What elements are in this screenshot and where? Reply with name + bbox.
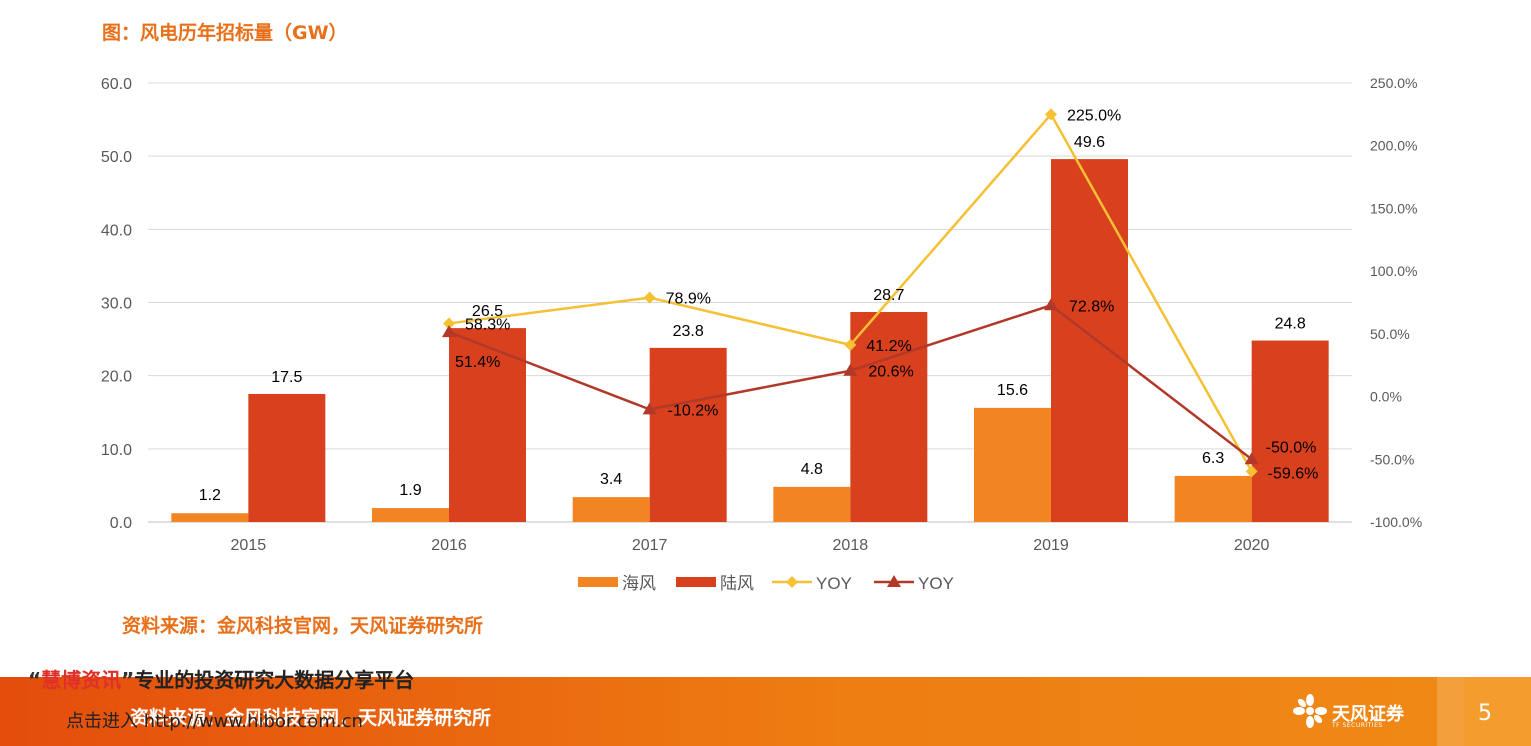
watermark-text: 专业的投资研究大数据分享平台 (134, 668, 415, 692)
axes: 0.0 10.0 20.0 30.0 40.0 50.0 60.0 -100.0% -50.0%… (101, 75, 1422, 554)
watermark: “慧博资讯”专业的投资研究大数据分享平台 (28, 664, 414, 693)
y-left-tick-label: 40.0 (101, 222, 132, 239)
bar-onshore (248, 393, 326, 522)
bar-label-offshore: 1.2 (199, 487, 221, 504)
bar-label-onshore: 17.5 (271, 369, 302, 386)
marker-diamond (1245, 465, 1258, 478)
x-tick-label: 2015 (231, 537, 267, 554)
legend-swatch (578, 577, 618, 587)
y-right-tick-label: 100.0% (1370, 263, 1417, 279)
line-label-diamond: 41.2% (866, 338, 911, 355)
line-label-diamond: 78.9% (666, 291, 711, 308)
marker-triangle (442, 325, 456, 338)
page-number: 5 (1478, 701, 1492, 726)
y-right-tick-label: 250.0% (1370, 75, 1417, 91)
legend-marker (887, 575, 901, 587)
y-left-tick-label: 30.0 (101, 296, 132, 313)
watermark-close-quote: ” (121, 668, 135, 692)
bar-offshore (974, 407, 1051, 522)
y-right-tick-label: -100.0% (1370, 514, 1422, 530)
bar-label-onshore: 23.8 (673, 323, 704, 340)
bar-offshore (372, 508, 449, 522)
bar-offshore (773, 486, 851, 522)
legend-label: YOY (816, 574, 852, 593)
bar-label-offshore: 6.3 (1202, 450, 1224, 467)
legend-label: 海风 (622, 574, 656, 593)
x-tick-label: 2016 (431, 537, 467, 554)
marker-diamond (643, 291, 656, 304)
legend-marker (786, 576, 798, 588)
bar-offshore (572, 497, 650, 522)
y-left-tick-label: 10.0 (101, 442, 132, 459)
legend: 海风 陆风 YOY YOY (578, 574, 954, 593)
marker-triangle (642, 402, 657, 415)
y-right-tick-label: 200.0% (1370, 138, 1417, 154)
legend-label: YOY (918, 574, 954, 593)
bar-label-offshore: 3.4 (600, 471, 622, 488)
marker-diamond (443, 317, 455, 330)
bar-offshore (171, 513, 249, 522)
footer-bar (0, 677, 1531, 746)
y-right-tick-label: -50.0% (1370, 451, 1414, 467)
marker-triangle (843, 363, 858, 376)
bar-onshore (649, 347, 727, 522)
marker-diamond (1045, 108, 1057, 121)
data-labels: 1.2 17.5 1.9 26.5 3.4 23.8 4.8 28.7 15.6 49.6 6.3 2… (199, 107, 1319, 504)
logo-subtext: TF SECURITIES (1332, 722, 1383, 729)
bar-onshore (1251, 340, 1329, 522)
watermark-brand[interactable]: 慧博资讯 (41, 668, 122, 692)
marker-triangle (1244, 452, 1259, 465)
bar-label-onshore: 49.6 (1074, 134, 1105, 151)
bars (171, 159, 1329, 523)
x-tick-label: 2020 (1234, 537, 1270, 554)
line-label-diamond: -59.6% (1268, 465, 1319, 482)
y-right-tick-label: 50.0% (1370, 326, 1410, 342)
y-left-tick-label: 0.0 (110, 515, 132, 532)
bar-onshore (850, 312, 928, 522)
bar-label-offshore: 4.8 (801, 461, 823, 478)
grid-lines (148, 82, 1352, 523)
chart-area: 1.2 17.5 1.9 26.5 3.4 23.8 4.8 28.7 15.6 49.6 6.3 2… (101, 75, 1422, 593)
y-left-tick-label: 50.0 (101, 149, 132, 166)
x-tick-label: 2018 (833, 537, 869, 554)
bar-offshore (1174, 475, 1252, 522)
footer-source: 资料来源：金风科技官网，天风证券研究所 (130, 707, 492, 729)
logo-text: 天风证券 (1332, 704, 1404, 725)
bar-label-offshore: 1.9 (399, 482, 421, 499)
y-left-tick-label: 20.0 (101, 369, 132, 386)
line-label-diamond: 225.0% (1067, 107, 1121, 124)
line-label-triangle: 51.4% (455, 354, 500, 371)
company-logo: 天风证券 TF SECURITIES (1292, 693, 1422, 733)
footer-link[interactable]: 点击进入 http://www.hibor.com.cn (66, 711, 363, 732)
flower-logo-icon (1293, 694, 1327, 728)
page-number-box-inner (1464, 677, 1531, 746)
bar-label-offshore: 15.6 (997, 382, 1028, 399)
bar-label-onshore: 28.7 (873, 287, 904, 304)
line-label-triangle: 20.6% (868, 364, 913, 381)
source-note: 资料来源：金风科技官网，天风证券研究所 (122, 615, 484, 637)
x-tick-label: 2017 (632, 537, 668, 554)
y-right-tick-label: 150.0% (1370, 200, 1417, 216)
marker-diamond (844, 338, 857, 351)
bar-label-onshore: 24.8 (1275, 316, 1306, 333)
legend-swatch (676, 577, 716, 587)
y-right-tick-label: 0.0% (1370, 389, 1402, 405)
line-label-diamond: 58.3% (465, 316, 510, 333)
line-label-triangle: -10.2% (668, 402, 719, 419)
legend-label: 陆风 (720, 574, 754, 593)
bar-onshore (449, 328, 526, 522)
chart-title: 图：风电历年招标量（GW） (102, 22, 348, 44)
marker-triangle (1044, 298, 1058, 311)
y-left-tick-label: 60.0 (101, 76, 132, 93)
bar-label-onshore: 26.5 (472, 303, 503, 320)
bar-onshore (1051, 159, 1128, 523)
line-label-triangle: -50.0% (1266, 439, 1317, 456)
yoy-lines (442, 108, 1259, 478)
line-label-triangle: 72.8% (1069, 298, 1114, 315)
x-tick-label: 2019 (1033, 537, 1069, 554)
watermark-open-quote: “ (28, 668, 42, 692)
